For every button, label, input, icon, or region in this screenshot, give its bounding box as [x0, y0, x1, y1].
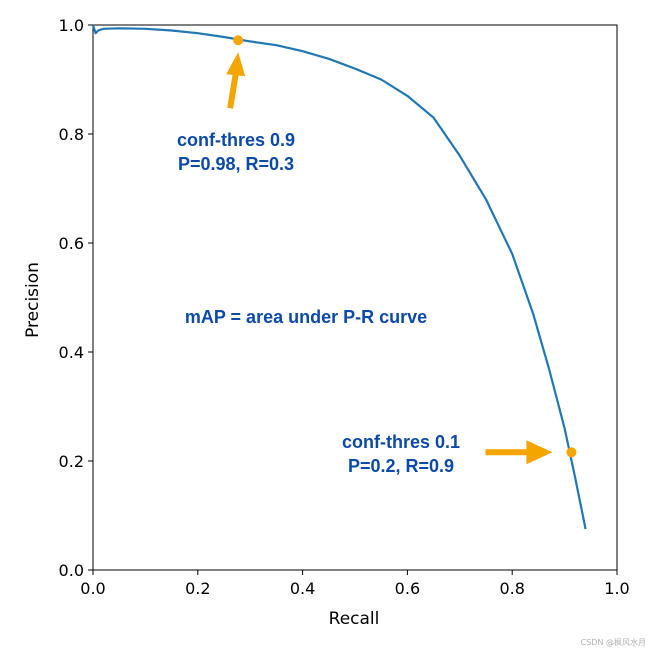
y-tick-label: 0.0 [59, 561, 84, 580]
y-tick-label: 0.8 [59, 125, 84, 144]
arrow-low-head [526, 440, 553, 465]
plot-marks: 0.0 0.2 0.4 0.6 0.8 1.0 0.0 0.2 0.4 0.6 0.8 1.0 [59, 16, 630, 598]
threshold-marker [566, 447, 577, 458]
y-tick-label: 0.2 [59, 452, 84, 471]
x-axis-label: Recall [329, 609, 380, 629]
x-tick-label: 0.8 [499, 579, 524, 598]
map-center-text: mAP = area under P-R curve [185, 307, 427, 327]
annotation-high-line1: conf-thres 0.9 [177, 130, 295, 150]
watermark: CSDN @枫风水月 [581, 637, 646, 647]
y-tick-label: 0.4 [59, 343, 84, 362]
x-tick-label: 0.4 [290, 579, 315, 598]
annotation-low-line1: conf-thres 0.1 [342, 432, 460, 452]
annotation-high-line2: P=0.98, R=0.3 [178, 154, 294, 174]
annotation-low-line2: P=0.2, R=0.9 [348, 456, 454, 476]
pr-curve-line [91, 24, 587, 530]
plot-frame [92, 24, 618, 571]
y-tick-label: 1.0 [59, 16, 84, 35]
x-tick-label: 0.6 [395, 579, 420, 598]
y-tick-label: 0.6 [59, 234, 84, 253]
x-tick-label: 1.0 [604, 579, 629, 598]
threshold-marker [233, 35, 244, 46]
x-tick-label: 0.0 [80, 579, 105, 598]
y-axis-label: Precision [23, 262, 43, 338]
x-tick-label: 0.2 [185, 579, 210, 598]
arrow-high-head [226, 52, 246, 77]
